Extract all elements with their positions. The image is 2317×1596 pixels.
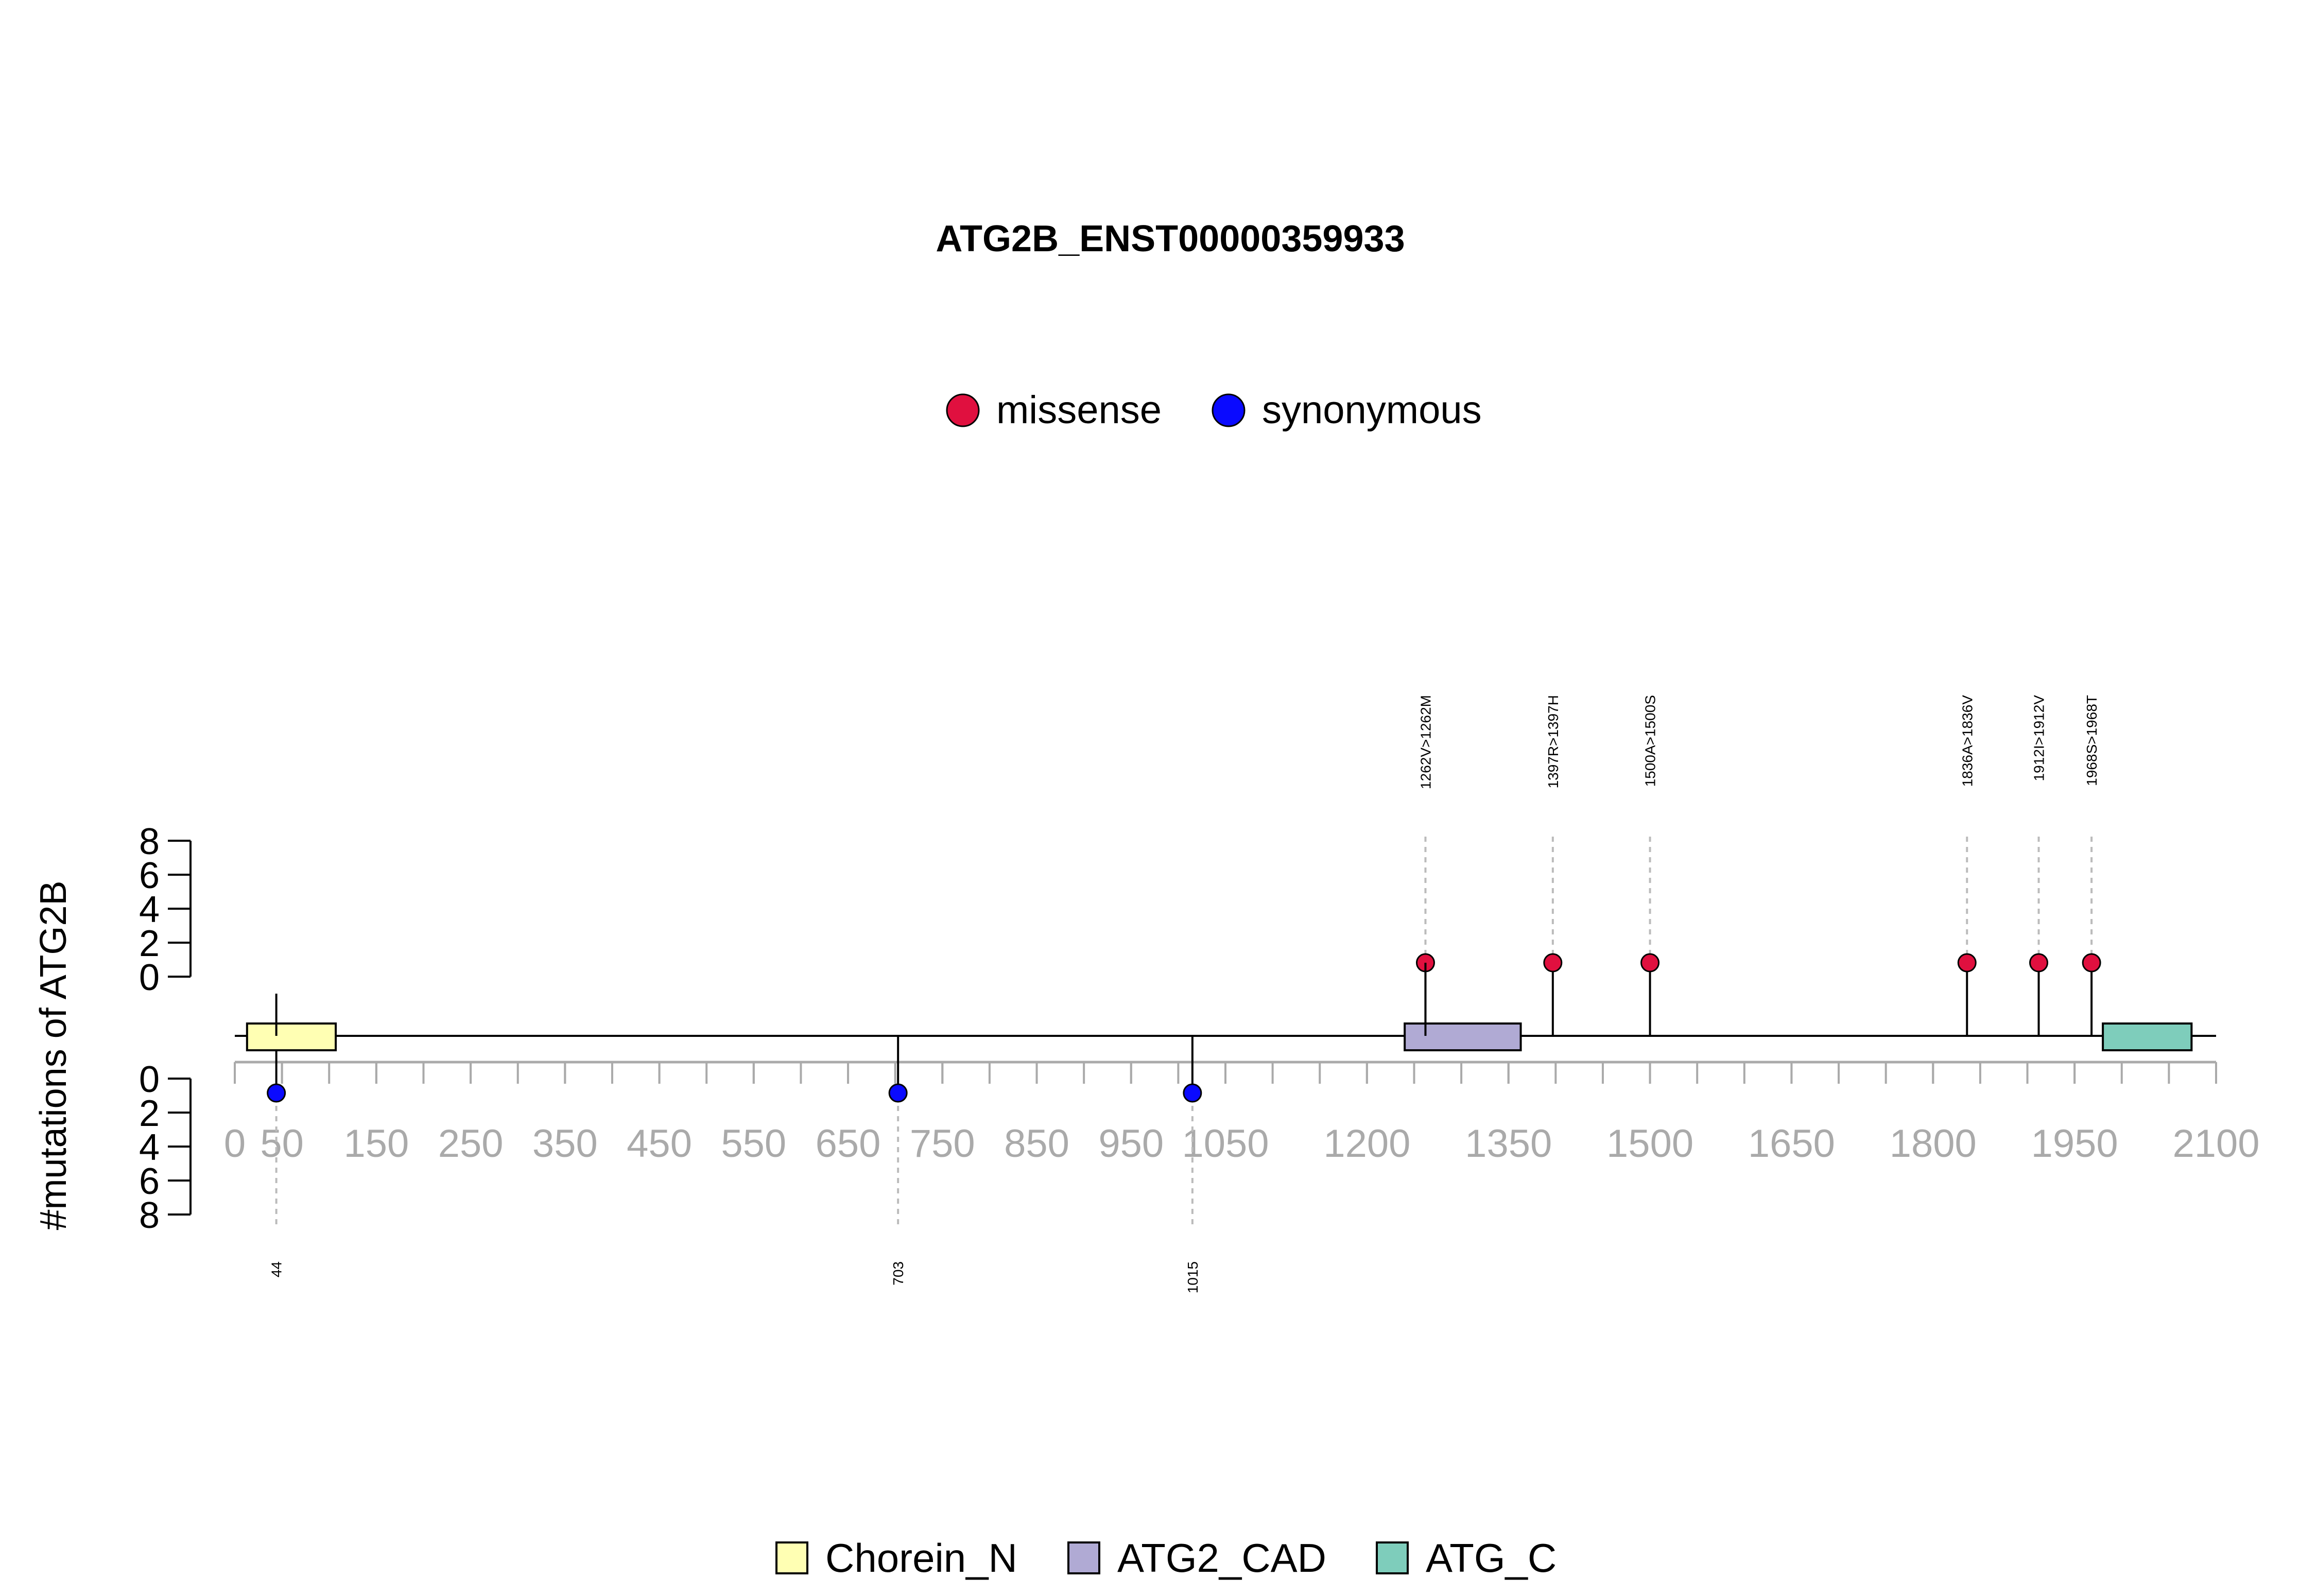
domain-ATG_C xyxy=(2102,1022,2193,1051)
lower-y-tick-label: 6 xyxy=(139,1161,160,1202)
legend-label-Chorein_N: Chorein_N xyxy=(825,1535,1017,1581)
x-tick-label: 1950 xyxy=(2031,1122,2118,1166)
mutation-point-703 xyxy=(888,1083,908,1103)
mutation-type-legend: missense synonymous xyxy=(946,388,1482,432)
lower-y-tick-label: 2 xyxy=(139,1093,160,1134)
legend-label-ATG2_CAD: ATG2_CAD xyxy=(1117,1535,1326,1581)
x-tick-label: 1800 xyxy=(1890,1122,1977,1166)
upper-y-tick-label: 4 xyxy=(139,889,160,930)
x-tick-label: 950 xyxy=(1098,1122,1164,1166)
upper-y-tick-label: 6 xyxy=(139,855,160,896)
x-tick-label: 1200 xyxy=(1323,1122,1410,1166)
mutation-point-1968 xyxy=(2082,953,2101,973)
x-tick-label: 2100 xyxy=(2172,1122,2259,1166)
lower-y-tick-label: 0 xyxy=(139,1059,160,1100)
x-tick-label: 850 xyxy=(1004,1122,1069,1166)
x-tick-label: 1050 xyxy=(1182,1122,1269,1166)
mutation-lollipops: 1262V>1262M 1397R>1397H 1500A>1500S 1836A>1… xyxy=(267,695,2101,1293)
lower-y-tick-label: 4 xyxy=(139,1127,160,1168)
x-tick-label: 150 xyxy=(343,1122,409,1166)
mutation-point-1397 xyxy=(1543,953,1563,973)
mutation-point-1500 xyxy=(1640,953,1660,973)
legend-label-ATG_C: ATG_C xyxy=(1426,1535,1557,1581)
mutation-label-44: 44 xyxy=(269,1261,285,1277)
x-tick-label: 350 xyxy=(532,1122,598,1166)
x-tick-label: 50 xyxy=(260,1122,304,1166)
chart-title: ATG2B_ENST00000359933 xyxy=(936,218,1405,259)
mutation-point-44 xyxy=(267,1083,286,1103)
y-axis-label: #mutations of ATG2B xyxy=(33,880,74,1230)
legend-swatch-undefined xyxy=(775,1541,808,1574)
mutation-point-1836 xyxy=(1957,953,1977,973)
domain-ATG2_CAD xyxy=(1404,1022,1522,1051)
mutation-label-1015: 1015 xyxy=(1185,1261,1201,1293)
mutation-label-1836: 1836A>1836V xyxy=(1959,695,1975,787)
lower-y-tick-label: 8 xyxy=(139,1195,160,1236)
legend-marker-synonymous xyxy=(1212,393,1246,427)
x-tick-label: 1650 xyxy=(1748,1122,1835,1166)
mutation-label-1500: 1500A>1500S xyxy=(1642,695,1658,787)
x-tick-label: 250 xyxy=(438,1122,504,1166)
x-tick-label: 550 xyxy=(721,1122,786,1166)
domain-Chorein_N xyxy=(246,1022,337,1051)
x-tick-label: 650 xyxy=(816,1122,881,1166)
legend-marker-missense xyxy=(946,393,980,427)
x-tick-label: 450 xyxy=(627,1122,692,1166)
protein-domains xyxy=(246,963,2193,1051)
mutation-label-1912: 1912I>1912V xyxy=(2031,695,2047,782)
legend-swatch-undefined xyxy=(1067,1541,1100,1574)
mutation-point-1015 xyxy=(1183,1083,1202,1103)
legend-label-missense: missense xyxy=(996,388,1162,432)
mutation-label-1262: 1262V>1262M xyxy=(1417,695,1433,789)
x-tick-label: 750 xyxy=(910,1122,975,1166)
upper-y-tick-label: 2 xyxy=(139,923,160,964)
x-tick-label: 0 xyxy=(224,1122,246,1166)
legend-label-synonymous: synonymous xyxy=(1262,388,1482,432)
upper-y-tick-label: 8 xyxy=(139,821,160,862)
mutation-label-703: 703 xyxy=(890,1261,906,1286)
x-tick-label: 1350 xyxy=(1465,1122,1552,1166)
mutation-label-1968: 1968S>1968T xyxy=(2084,695,2100,786)
legend-swatch-undefined xyxy=(1376,1541,1409,1574)
x-axis: 0 50 150 250 350 450 550 650 750 850 950 1050 1200 13… xyxy=(224,1061,2260,1166)
mutation-label-1397: 1397R>1397H xyxy=(1545,695,1561,788)
domain-legend: Chorein_N ATG2_CAD ATG_C xyxy=(775,1535,1557,1581)
x-tick-label: 1500 xyxy=(1606,1122,1693,1166)
upper-y-tick-label: 0 xyxy=(139,957,160,998)
mutation-point-1912 xyxy=(2029,953,2049,973)
